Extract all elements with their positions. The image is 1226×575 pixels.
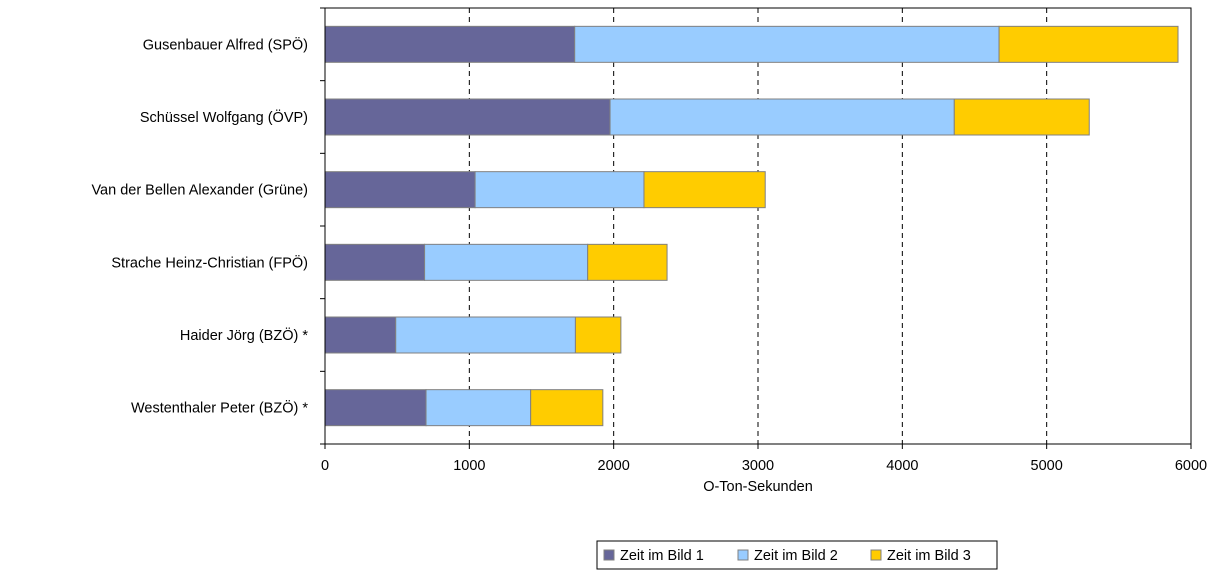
bar-segment-series-3: [998, 25, 1179, 63]
bar-segment-series-3: [530, 389, 604, 427]
bar-segment-series-2: [395, 316, 576, 354]
bar-segment-series-3: [953, 98, 1090, 136]
legend-label: Zeit im Bild 2: [754, 548, 838, 564]
bar-segment-series-2: [424, 243, 589, 281]
bar-segment-series-1: [324, 389, 427, 427]
x-tick-label: 0: [321, 458, 329, 474]
category-label: Westenthaler Peter (BZÖ) *: [131, 399, 308, 417]
category-label: Van der Bellen Alexander (Grüne): [91, 183, 308, 199]
bar-segment-series-2: [425, 389, 532, 427]
bar-segment-series-1: [324, 243, 426, 281]
x-tick-label: 2000: [598, 458, 630, 474]
x-tick-label: 4000: [886, 458, 918, 474]
bar-segment-series-1: [324, 98, 611, 136]
x-tick-label: 3000: [742, 458, 774, 474]
bar-segment-series-3: [587, 243, 668, 281]
x-tick-label: 1000: [453, 458, 485, 474]
category-label: Strache Heinz-Christian (FPÖ): [111, 253, 308, 271]
x-tick-label: 5000: [1031, 458, 1063, 474]
gridlines: [468, 8, 1048, 444]
legend-swatch: [870, 549, 882, 561]
bar-segment-series-1: [324, 316, 397, 354]
legend-swatch: [737, 549, 749, 561]
legend-box: [596, 540, 998, 570]
bar-segment-series-2: [609, 98, 955, 136]
x-axis-title: O-Ton-Sekunden: [703, 479, 813, 495]
bar-segment-series-2: [474, 171, 645, 209]
legend-swatch: [603, 549, 615, 561]
category-labels: Gusenbauer Alfred (SPÖ) Schüssel Wolfgang…: [91, 7, 325, 445]
category-label: Haider Jörg (BZÖ) *: [180, 326, 308, 344]
bar-segment-series-3: [574, 316, 622, 354]
legend: Zeit im Bild 1 Zeit im Bild 2 Zeit im Bild…: [596, 540, 998, 570]
x-tick-label: 6000: [1175, 458, 1207, 474]
legend-label: Zeit im Bild 3: [887, 548, 971, 564]
bar-segment-series-1: [324, 25, 576, 63]
bar-segment-series-2: [574, 25, 1000, 63]
category-label: Gusenbauer Alfred (SPÖ): [143, 35, 308, 53]
bar-segment-series-3: [643, 171, 766, 209]
bars: [324, 25, 1179, 427]
category-label: Schüssel Wolfgang (ÖVP): [140, 108, 308, 126]
bar-segment-series-1: [324, 171, 476, 209]
legend-label: Zeit im Bild 1: [620, 548, 704, 564]
x-axis-ticks: 0 1000 2000 3000 4000 5000 6000: [321, 444, 1207, 474]
